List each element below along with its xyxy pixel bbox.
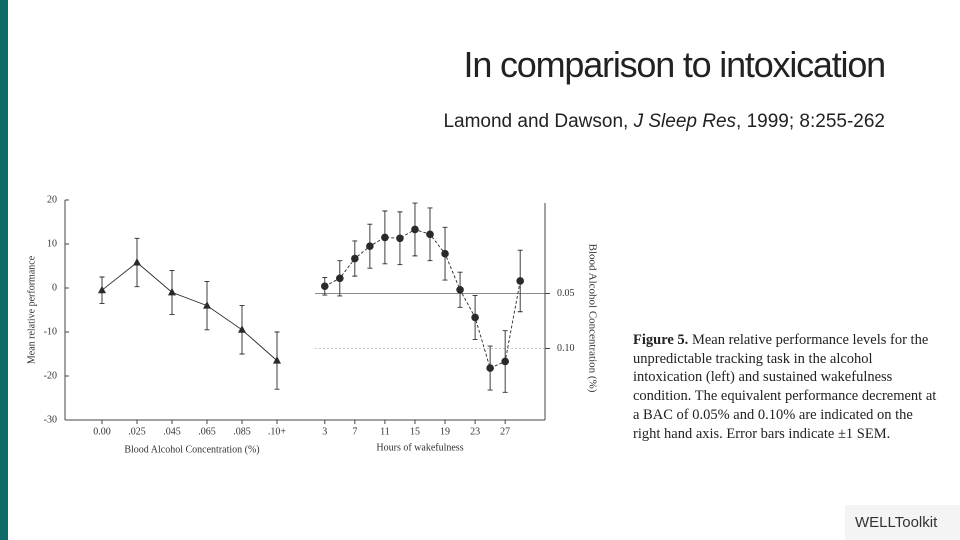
data-point: [456, 285, 464, 294]
data-line: [324, 228, 521, 369]
y-tick-label: 0: [52, 282, 57, 293]
figure: Mean relative performance Blood Alcohol …: [26, 194, 598, 455]
x-tick-label: 11: [380, 426, 390, 437]
logo: WELLToolkit: [845, 505, 960, 540]
x-tick-label: .065: [198, 426, 216, 437]
x-tick-label: 0.00: [93, 426, 111, 437]
x-tick-label: .045: [163, 426, 181, 437]
y2-axis-label: Blood Alcohol Concentration (%): [586, 244, 598, 393]
data-point: [320, 282, 329, 291]
accent-bar: [0, 0, 8, 540]
data-point: [411, 225, 419, 234]
data-point: [98, 285, 106, 294]
citation-authors: Lamond and Dawson,: [443, 111, 634, 132]
data-line: [101, 261, 278, 361]
caption-label: Figure 5.: [633, 332, 689, 348]
data-point: [396, 234, 404, 243]
data-point: [273, 356, 281, 364]
x-tick-label: .10+: [268, 426, 287, 437]
y-tick-label: -10: [44, 326, 57, 337]
data-point: [381, 233, 389, 242]
data-point: [203, 301, 211, 309]
y-tick-label: -30: [44, 414, 57, 425]
y2-tick-label: 0.05: [557, 288, 575, 299]
x-tick-label: 7: [352, 426, 357, 437]
y-axis-label: Mean relative performance: [26, 255, 37, 364]
x-tick-label: 23: [470, 426, 480, 437]
x-tick-label: 3: [322, 426, 327, 437]
data-point: [486, 364, 494, 372]
data-point: [351, 254, 359, 263]
data-point: [336, 274, 344, 283]
data-point: [501, 357, 509, 366]
x-tick-label: 27: [500, 426, 510, 437]
data-point: [133, 257, 141, 266]
data-point: [516, 277, 524, 285]
x-tick-label: .025: [128, 426, 146, 437]
caption-text: Mean relative performance levels for the…: [633, 332, 937, 442]
slide-title: In comparison to intoxication: [463, 44, 887, 85]
citation-rest: , 1999; 8:255-262: [736, 111, 885, 132]
citation-journal: J Sleep Res: [633, 111, 737, 132]
data-point: [238, 325, 246, 333]
y-tick-label: -20: [44, 370, 57, 381]
logo-text: WELLToolkit: [855, 514, 938, 531]
data-point: [168, 287, 176, 296]
y-tick-label: 10: [47, 238, 57, 249]
y2-tick-label: 0.10: [557, 343, 575, 354]
x-tick-label: 15: [410, 426, 420, 437]
x-tick-label: 19: [440, 426, 450, 437]
data-point: [426, 230, 434, 239]
figure-caption: Figure 5. Mean relative performance leve…: [633, 331, 938, 443]
data-point: [471, 313, 479, 322]
data-point: [366, 242, 374, 250]
x-axis-label: Hours of wakefulness: [376, 442, 463, 453]
x-axis-label: Blood Alcohol Concentration (%): [124, 444, 259, 455]
y-tick-label: 20: [47, 194, 57, 205]
citation: Lamond and Dawson, J Sleep Res, 1999; 8:…: [443, 111, 885, 133]
x-tick-label: .085: [233, 426, 251, 437]
data-point: [441, 249, 449, 258]
